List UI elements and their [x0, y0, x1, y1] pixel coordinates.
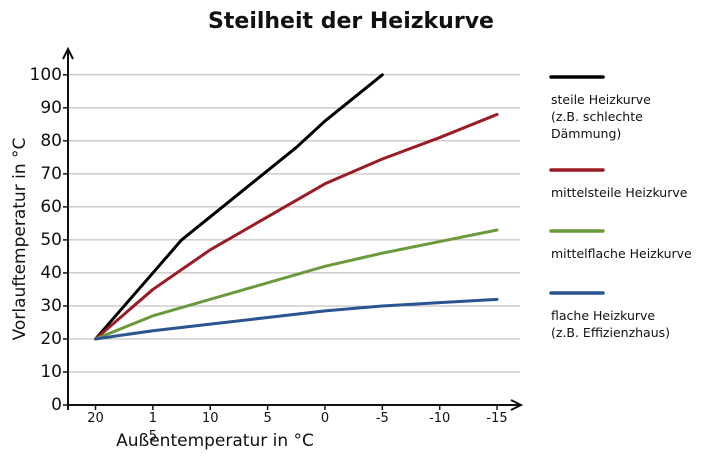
y-tick-label: 20	[40, 328, 62, 349]
y-tick-label: 30	[40, 295, 62, 316]
legend-label: flache Heizkurve (z.B. Effizienzhaus)	[551, 308, 671, 340]
x-tick-label: 5	[263, 411, 272, 426]
series-line	[94, 297, 499, 341]
y-tick-label: 0	[51, 395, 62, 415]
x-tick-label: 1 5	[148, 411, 158, 444]
y-tick-label: 70	[40, 163, 62, 184]
y-axis-arrow	[62, 46, 74, 60]
x-tick-label: -5	[375, 411, 389, 426]
x-tick-label: 20	[87, 411, 104, 426]
x-axis-arrow	[510, 399, 524, 411]
x-tick-label: 10	[201, 411, 219, 426]
x-axis-label: Außentemperatur in °C	[116, 431, 314, 451]
y-tick-label: 50	[40, 229, 62, 250]
series-line	[94, 73, 384, 341]
series-line	[94, 112, 499, 341]
y-tick-label: 90	[40, 97, 62, 118]
y-tick-label: 100	[29, 64, 62, 85]
series-line	[94, 228, 499, 341]
legend-label: mittelsteile Heizkurve	[551, 185, 688, 200]
y-tick-label: 60	[40, 196, 62, 217]
y-tick-label: 40	[40, 262, 62, 283]
x-tick-label: -15	[486, 411, 508, 426]
x-tick-label: -10	[429, 411, 451, 426]
chart-title: Steilheit der Heizkurve	[208, 9, 494, 34]
x-tick-label: 0	[320, 411, 330, 426]
legend-label: mittelflache Heizkurve	[551, 246, 692, 261]
legend-label: steile Heizkurve (z.B. schlechte Dämmung…	[551, 92, 651, 141]
y-tick-label: 10	[40, 361, 62, 382]
y-tick-label: 80	[40, 130, 62, 151]
